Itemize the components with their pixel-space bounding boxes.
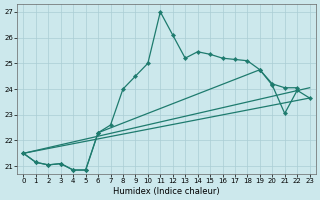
X-axis label: Humidex (Indice chaleur): Humidex (Indice chaleur) <box>113 187 220 196</box>
